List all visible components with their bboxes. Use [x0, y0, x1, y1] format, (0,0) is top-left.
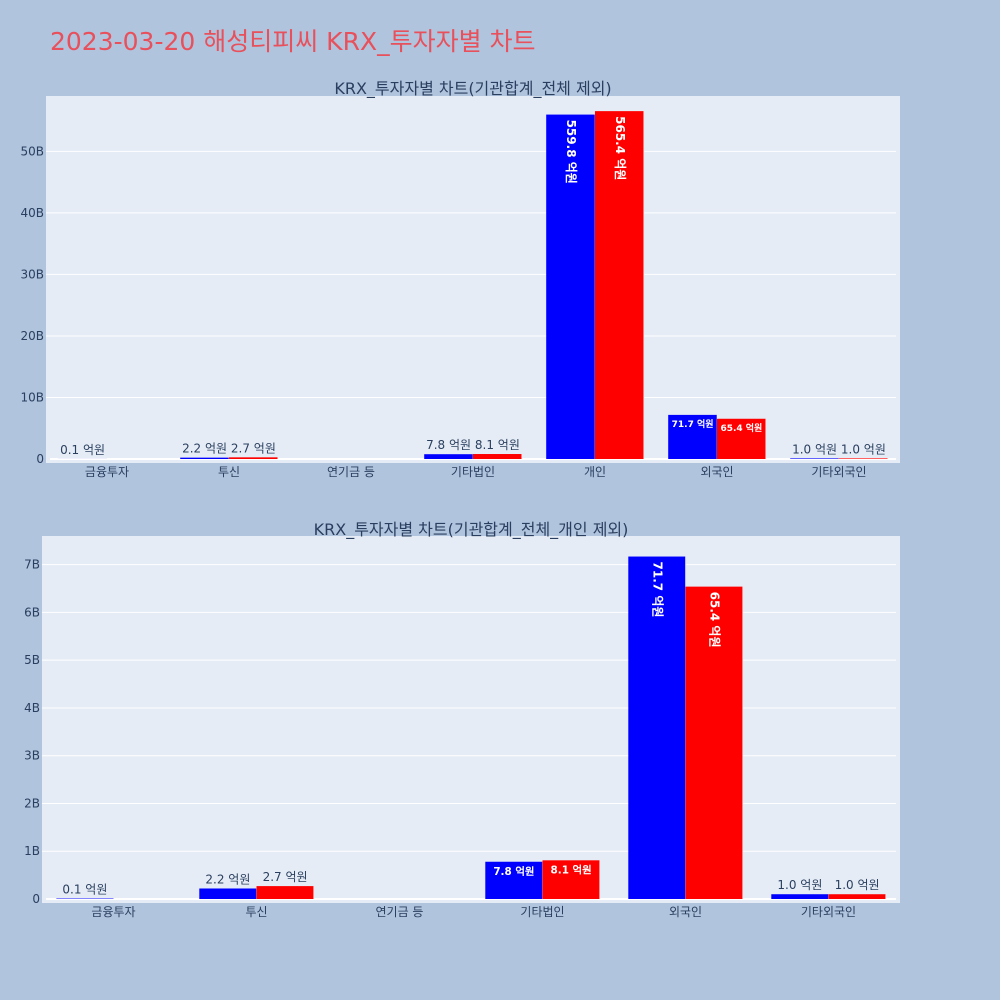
plot-area [42, 536, 900, 903]
x-tick-label: 금융투자 [85, 465, 129, 479]
data-label: 559.8 억원 [564, 120, 578, 184]
chart-2: 0 1B 2B 3B 4B 5B 6B 7B KRX_투자자별 차트(기관합계_전체_개인 제외… [24, 520, 900, 919]
chart-1: 0 10B 20B 30B 40B 50B KRX_투자자별 차트(기관합계_전체 제외) 금… [20, 79, 900, 479]
data-label: 8.1 억원 [475, 438, 520, 452]
chart-title: KRX_투자자별 차트(기관합계_전체 제외) [334, 79, 611, 99]
y-tick-label: 30B [20, 267, 44, 281]
y-tick-label: 50B [20, 144, 44, 158]
bar [542, 860, 600, 899]
plot-area [46, 96, 900, 463]
data-label: 7.8 억원 [493, 865, 534, 878]
x-tick-label: 기타외국인 [801, 905, 856, 919]
y-tick-label: 0 [36, 452, 44, 466]
y-tick-label: 4B [24, 701, 40, 715]
bar [180, 457, 229, 459]
bar [424, 454, 473, 459]
x-tick-label: 연기금 등 [327, 465, 375, 479]
data-label: 7.8 억원 [426, 438, 471, 452]
bar [199, 888, 257, 899]
data-label: 71.7 억원 [672, 418, 714, 430]
bar [839, 458, 888, 459]
data-label: 2.7 억원 [231, 441, 276, 455]
y-tick-label: 3B [24, 749, 40, 763]
y-tick-label: 5B [24, 653, 40, 667]
bar [668, 414, 717, 459]
data-label: 2.2 억원 [182, 442, 227, 456]
y-tick-label: 0 [32, 892, 40, 906]
bar [628, 556, 686, 899]
data-label: 565.4 억원 [613, 116, 627, 180]
x-tick-label: 기타외국인 [811, 465, 866, 479]
x-tick-label: 기타법인 [520, 905, 564, 919]
chart-title: KRX_투자자별 차트(기관합계_전체_개인 제외) [314, 520, 629, 540]
x-tick-label: 투신 [218, 465, 240, 479]
y-tick-label: 40B [20, 206, 44, 220]
bar [256, 886, 314, 899]
bar [685, 586, 743, 899]
bar [717, 418, 766, 459]
bar [229, 457, 278, 459]
bar [485, 861, 543, 899]
y-tick-label: 6B [24, 605, 40, 619]
x-tick-label: 외국인 [669, 905, 702, 919]
y-tick-label: 10B [20, 390, 44, 404]
bar [546, 114, 595, 459]
x-tick-label: 연기금 등 [376, 905, 424, 919]
data-label: 71.7 억원 [650, 562, 664, 618]
data-label: 1.0 억원 [835, 878, 880, 892]
x-tick-label: 투신 [245, 905, 267, 919]
bar [790, 458, 839, 459]
bar [771, 894, 829, 899]
data-label: 1.0 억원 [777, 878, 822, 892]
x-tick-label: 외국인 [700, 465, 733, 479]
data-label: 0.1 억원 [60, 443, 105, 457]
x-tick-label: 금융투자 [91, 905, 135, 919]
x-tick-label: 개인 [584, 465, 606, 479]
bar [473, 454, 522, 459]
data-label: 2.2 억원 [205, 872, 250, 886]
y-tick-label: 1B [24, 844, 40, 858]
data-label: 1.0 억원 [841, 442, 886, 456]
data-label: 0.1 억원 [62, 883, 107, 897]
bar [595, 111, 644, 459]
y-tick-label: 20B [20, 329, 44, 343]
data-label: 65.4 억원 [720, 422, 762, 434]
data-label: 1.0 억원 [792, 442, 837, 456]
x-tick-label: 기타법인 [451, 465, 495, 479]
data-label: 8.1 억원 [551, 864, 592, 877]
y-tick-label: 2B [24, 796, 40, 810]
page-title: 2023-03-20 해성티피씨 KRX_투자자별 차트 [50, 27, 536, 56]
data-label: 2.7 억원 [263, 870, 308, 884]
data-label: 65.4 억원 [708, 592, 722, 648]
y-tick-label: 7B [24, 558, 40, 572]
bar [828, 894, 886, 899]
